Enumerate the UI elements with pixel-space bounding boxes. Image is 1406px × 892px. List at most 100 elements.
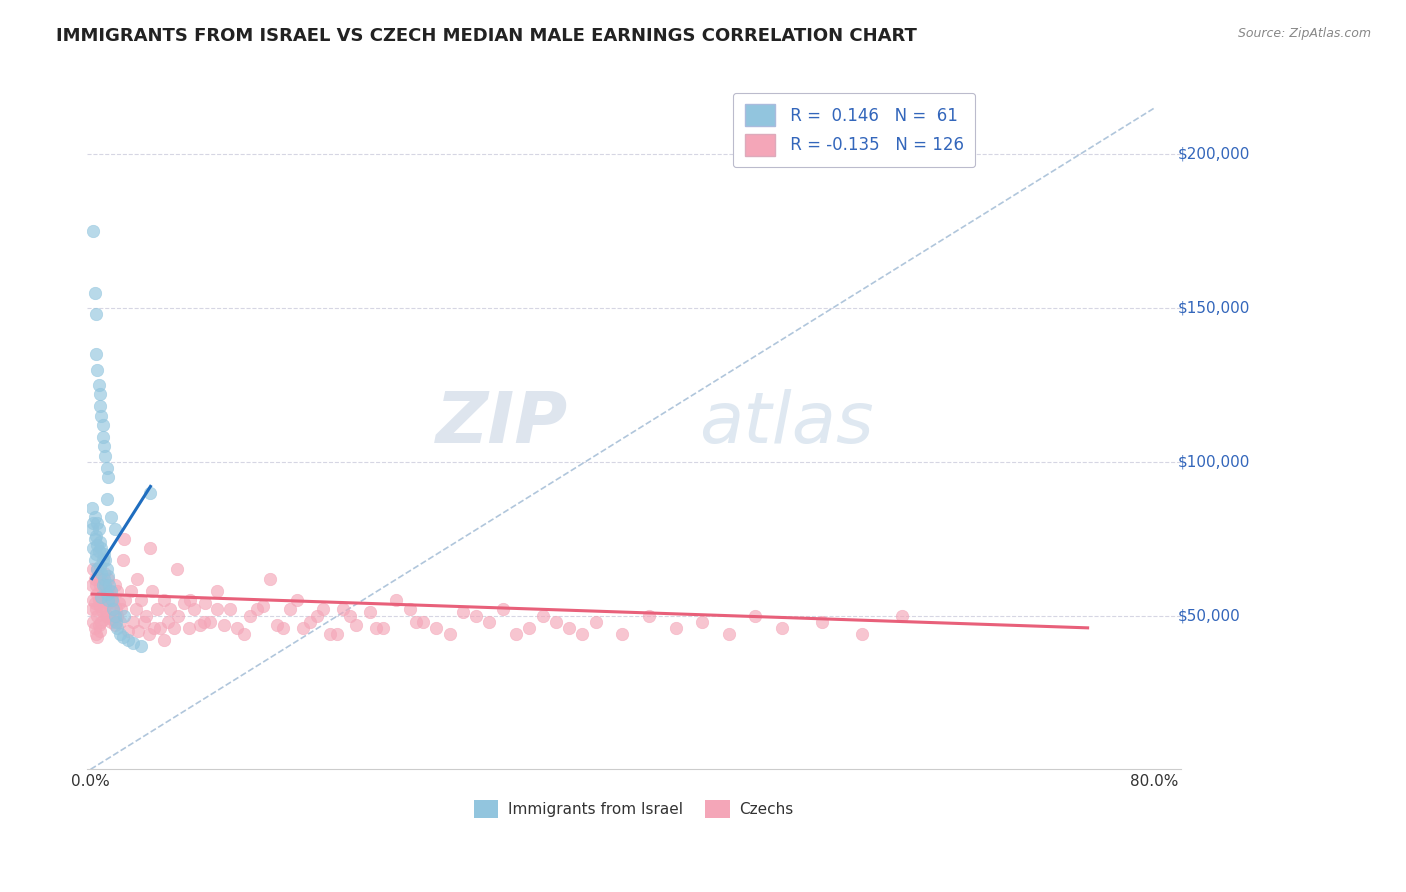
Point bbox=[239, 608, 262, 623]
Point bbox=[90, 593, 112, 607]
Point bbox=[89, 387, 111, 401]
Point bbox=[86, 538, 108, 552]
Point bbox=[558, 621, 581, 635]
Point bbox=[371, 621, 394, 635]
Point bbox=[104, 602, 127, 616]
Point bbox=[465, 608, 488, 623]
Point bbox=[252, 599, 274, 614]
Text: IMMIGRANTS FROM ISRAEL VS CZECH MEDIAN MALE EARNINGS CORRELATION CHART: IMMIGRANTS FROM ISRAEL VS CZECH MEDIAN M… bbox=[56, 27, 917, 45]
Point bbox=[98, 608, 121, 623]
Point bbox=[83, 553, 105, 567]
Point bbox=[97, 568, 120, 582]
Point bbox=[91, 578, 114, 592]
Point bbox=[103, 602, 125, 616]
Point bbox=[103, 578, 125, 592]
Point bbox=[451, 606, 474, 620]
Point bbox=[89, 578, 111, 592]
Point bbox=[93, 572, 115, 586]
Point bbox=[200, 615, 222, 629]
Point bbox=[94, 578, 117, 592]
Point bbox=[86, 608, 108, 623]
Point bbox=[117, 624, 139, 638]
Point bbox=[179, 593, 201, 607]
Point bbox=[104, 615, 127, 629]
Point bbox=[84, 627, 107, 641]
Point bbox=[86, 562, 108, 576]
Text: atlas: atlas bbox=[699, 389, 875, 458]
Point bbox=[90, 541, 112, 555]
Point bbox=[332, 602, 354, 616]
Point bbox=[80, 602, 103, 616]
Point bbox=[120, 584, 142, 599]
Point bbox=[770, 621, 793, 635]
Point bbox=[110, 602, 132, 616]
Point bbox=[103, 617, 125, 632]
Point bbox=[163, 621, 186, 635]
Point bbox=[82, 516, 104, 531]
Point bbox=[139, 485, 162, 500]
Point bbox=[91, 606, 114, 620]
Point bbox=[101, 612, 124, 626]
Point bbox=[152, 593, 174, 607]
Point bbox=[273, 621, 295, 635]
Point bbox=[717, 627, 740, 641]
Point bbox=[398, 602, 420, 616]
Point bbox=[83, 596, 105, 610]
Point bbox=[664, 621, 686, 635]
Point bbox=[166, 562, 188, 576]
Point bbox=[83, 510, 105, 524]
Point bbox=[93, 612, 115, 626]
Point bbox=[89, 559, 111, 574]
Point bbox=[93, 547, 115, 561]
Point bbox=[439, 627, 461, 641]
Point bbox=[93, 439, 115, 453]
Point bbox=[97, 470, 120, 484]
Point bbox=[96, 491, 118, 506]
Point bbox=[84, 547, 107, 561]
Point bbox=[103, 523, 125, 537]
Point bbox=[86, 630, 108, 644]
Point bbox=[359, 606, 381, 620]
Point bbox=[173, 596, 195, 610]
Point bbox=[94, 553, 117, 567]
Point bbox=[93, 590, 115, 604]
Point bbox=[90, 566, 112, 580]
Point bbox=[425, 621, 447, 635]
Point bbox=[84, 528, 107, 542]
Point bbox=[87, 378, 110, 392]
Point bbox=[266, 617, 288, 632]
Point bbox=[205, 602, 228, 616]
Point bbox=[194, 596, 217, 610]
Point bbox=[105, 621, 128, 635]
Point bbox=[146, 602, 169, 616]
Point bbox=[83, 572, 105, 586]
Point bbox=[94, 599, 117, 614]
Point bbox=[285, 593, 308, 607]
Point bbox=[100, 584, 122, 599]
Point bbox=[129, 593, 152, 607]
Point bbox=[82, 562, 104, 576]
Point bbox=[84, 602, 107, 616]
Point bbox=[141, 584, 163, 599]
Point bbox=[87, 544, 110, 558]
Point bbox=[505, 627, 527, 641]
Point bbox=[87, 572, 110, 586]
Point bbox=[96, 587, 118, 601]
Point bbox=[108, 627, 131, 641]
Point bbox=[103, 608, 125, 623]
Point bbox=[544, 615, 567, 629]
Point bbox=[84, 578, 107, 592]
Point bbox=[87, 593, 110, 607]
Point bbox=[219, 602, 242, 616]
Point bbox=[346, 617, 368, 632]
Point bbox=[385, 593, 408, 607]
Point bbox=[152, 633, 174, 648]
Point bbox=[517, 621, 540, 635]
Point bbox=[98, 584, 121, 599]
Point bbox=[108, 615, 131, 629]
Point bbox=[325, 627, 347, 641]
Point bbox=[585, 615, 607, 629]
Point bbox=[82, 593, 104, 607]
Text: $100,000: $100,000 bbox=[1178, 454, 1250, 469]
Point bbox=[105, 608, 128, 623]
